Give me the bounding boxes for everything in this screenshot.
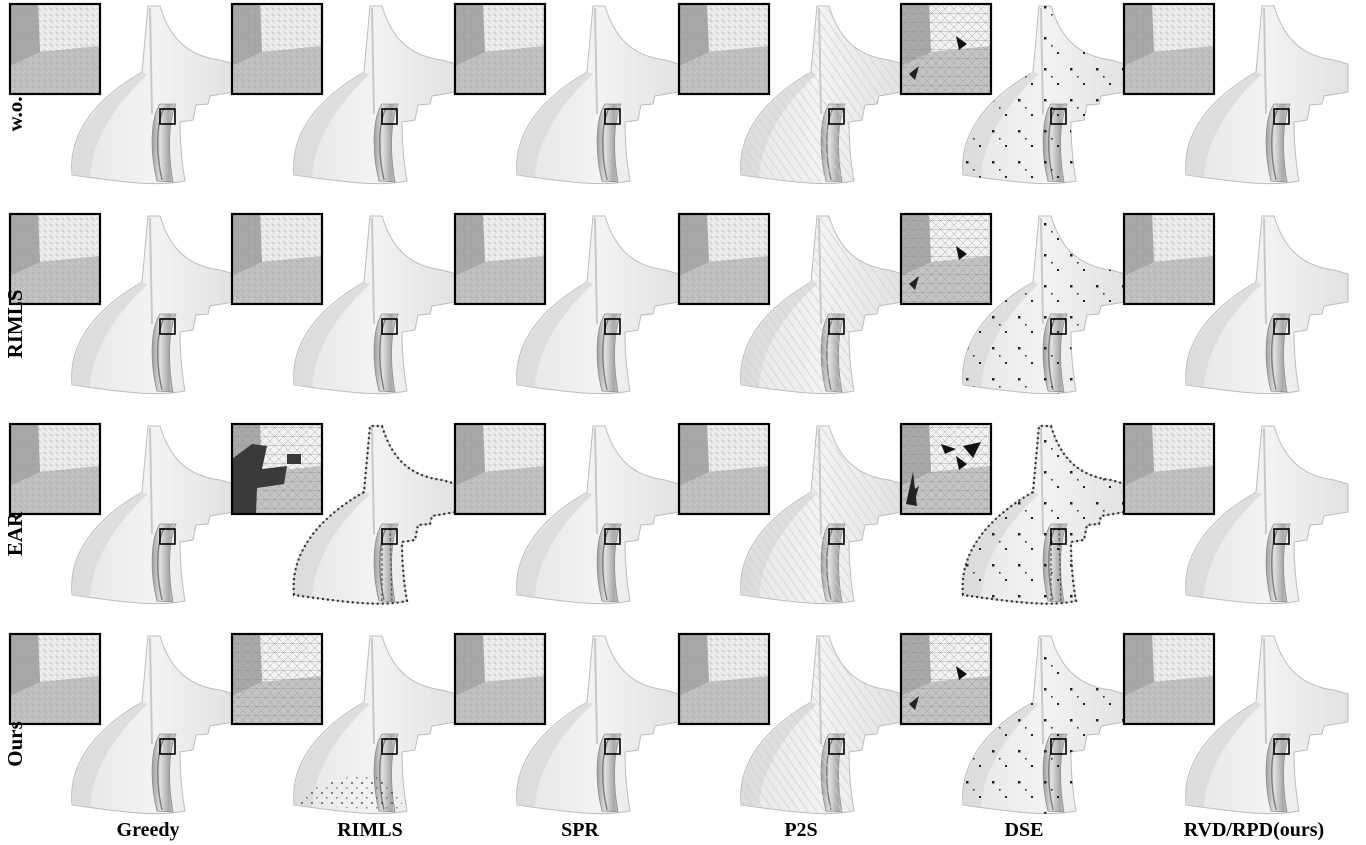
panel-rimls-rvd-rpd-ours: [1122, 212, 1349, 395]
panel-ours-greedy: [8, 632, 235, 815]
panel-ear-greedy: [8, 422, 235, 605]
column-label-spr: SPR: [561, 819, 599, 841]
row-label-rimls: RIMLS: [3, 290, 27, 359]
panel-ours-rvd-rpd-ours: [1122, 632, 1349, 815]
column-label-greedy: Greedy: [117, 819, 180, 841]
panel-rimls-p2s: [677, 212, 904, 395]
row-label-ours: Ours: [3, 721, 27, 767]
panel-ear-spr: [453, 422, 680, 605]
panel-w-o-dse: [899, 2, 1126, 185]
panel-ours-p2s: [677, 632, 904, 815]
row-label-w-o: w.o.: [3, 96, 27, 131]
panel-ear-rvd-rpd-ours: [1122, 422, 1349, 605]
panel-ours-dse: [899, 632, 1126, 815]
panel-w-o-rimls: [230, 2, 457, 185]
panel-w-o-spr: [453, 2, 680, 185]
panel-w-o-rvd-rpd-ours: [1122, 2, 1349, 185]
panel-w-o-greedy: [8, 2, 235, 185]
panel-rimls-spr: [453, 212, 680, 395]
column-label-rimls: RIMLS: [337, 819, 403, 841]
panel-ear-p2s: [677, 422, 904, 605]
panel-ours-spr: [453, 632, 680, 815]
column-label-p2s: P2S: [784, 819, 817, 841]
panel-ear-dse: [899, 422, 1127, 605]
panel-rimls-greedy: [8, 212, 235, 395]
panel-ours-rimls: [230, 632, 457, 815]
panel-w-o-p2s: [677, 2, 904, 185]
panel-ear-rimls: [230, 422, 458, 605]
row-label-ear: EAR: [3, 511, 27, 556]
panel-rimls-dse: [899, 212, 1126, 395]
column-label-dse: DSE: [1005, 819, 1044, 841]
panel-rimls-rimls: [230, 212, 457, 395]
column-label-rvd-rpd-ours: RVD/RPD(ours): [1184, 819, 1324, 841]
